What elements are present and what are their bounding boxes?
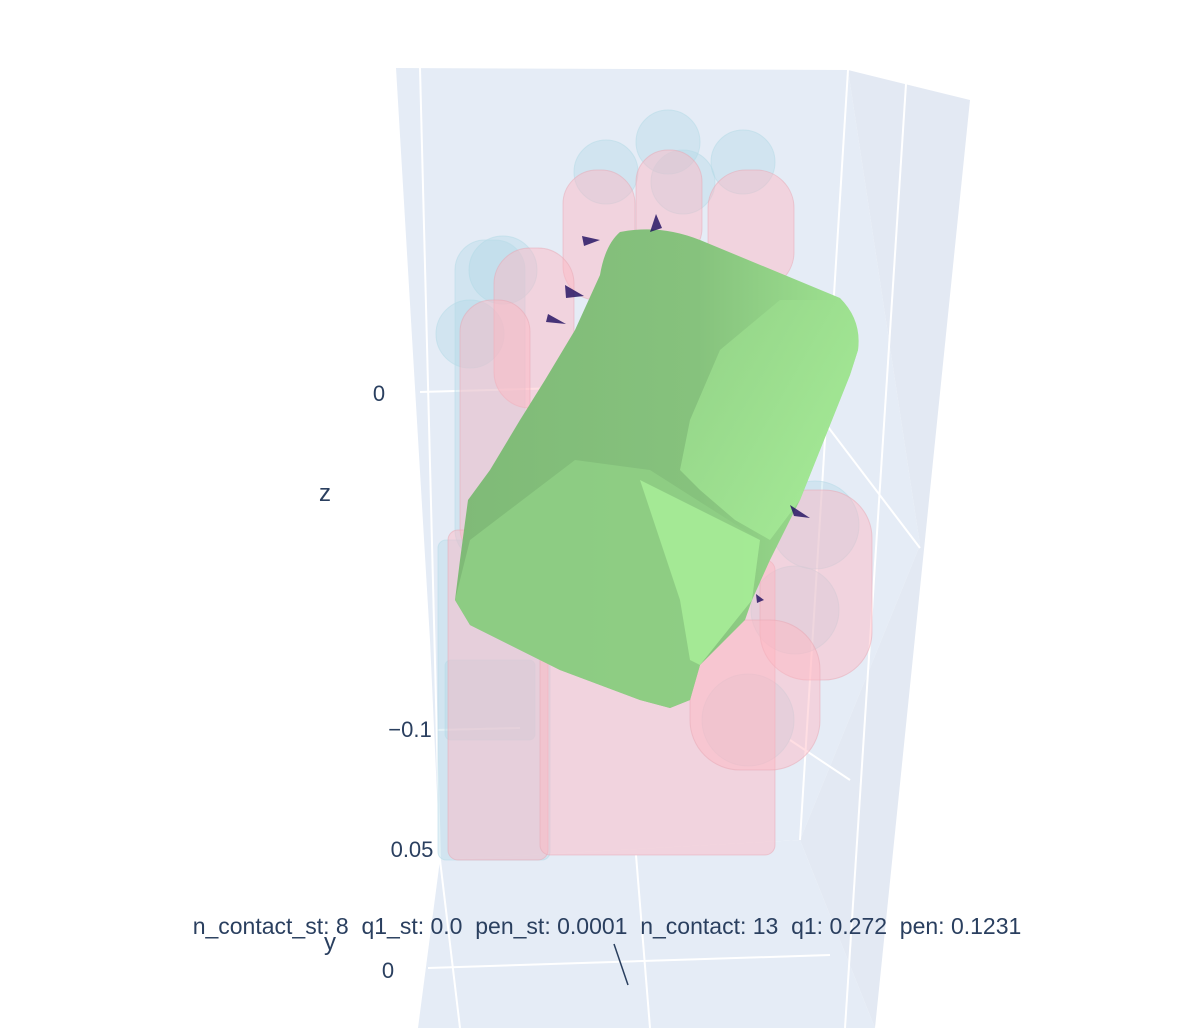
contact-cone xyxy=(546,314,566,324)
finger-link xyxy=(650,149,716,215)
grid-line xyxy=(419,67,441,861)
y-tick-label: 0.05 xyxy=(391,837,434,862)
contact-cone xyxy=(756,594,764,603)
contact-cone xyxy=(582,236,600,246)
y-axis-title: y xyxy=(324,929,336,956)
contact-cone xyxy=(650,214,662,232)
finger-link xyxy=(435,299,505,369)
thumb-segment xyxy=(759,489,873,681)
axis-indicator-line xyxy=(613,943,629,986)
z-tick-label: 0 xyxy=(373,381,385,406)
contact-cone xyxy=(565,285,584,298)
z-tick-label: −0.1 xyxy=(388,717,431,742)
grid-line xyxy=(419,387,561,393)
contact-stats-annotation: n_contact_st: 8 q1_st: 0.0 pen_st: 0.000… xyxy=(193,913,1022,939)
grid-lines xyxy=(419,67,921,1028)
contact-cones xyxy=(546,214,810,603)
grid-line xyxy=(439,859,461,1028)
grid-line xyxy=(635,854,651,1028)
grid-line xyxy=(789,739,851,781)
object-mesh xyxy=(455,229,859,709)
finger-link xyxy=(635,109,701,175)
grid-line xyxy=(799,69,849,841)
grid-line xyxy=(844,83,907,1028)
grid-line xyxy=(427,954,831,969)
grid-line xyxy=(435,727,521,731)
z-axis-title: z xyxy=(319,480,331,507)
contact-cone xyxy=(790,505,810,518)
finger-link xyxy=(701,673,795,767)
finger-link xyxy=(750,565,840,655)
y-tick-label: 0 xyxy=(382,958,394,983)
floor-pane xyxy=(418,840,875,1028)
palm-block xyxy=(444,659,536,741)
right-pane xyxy=(800,70,970,1028)
object-lower-face xyxy=(640,480,760,665)
finger-link xyxy=(710,129,776,195)
object-face xyxy=(680,300,859,540)
